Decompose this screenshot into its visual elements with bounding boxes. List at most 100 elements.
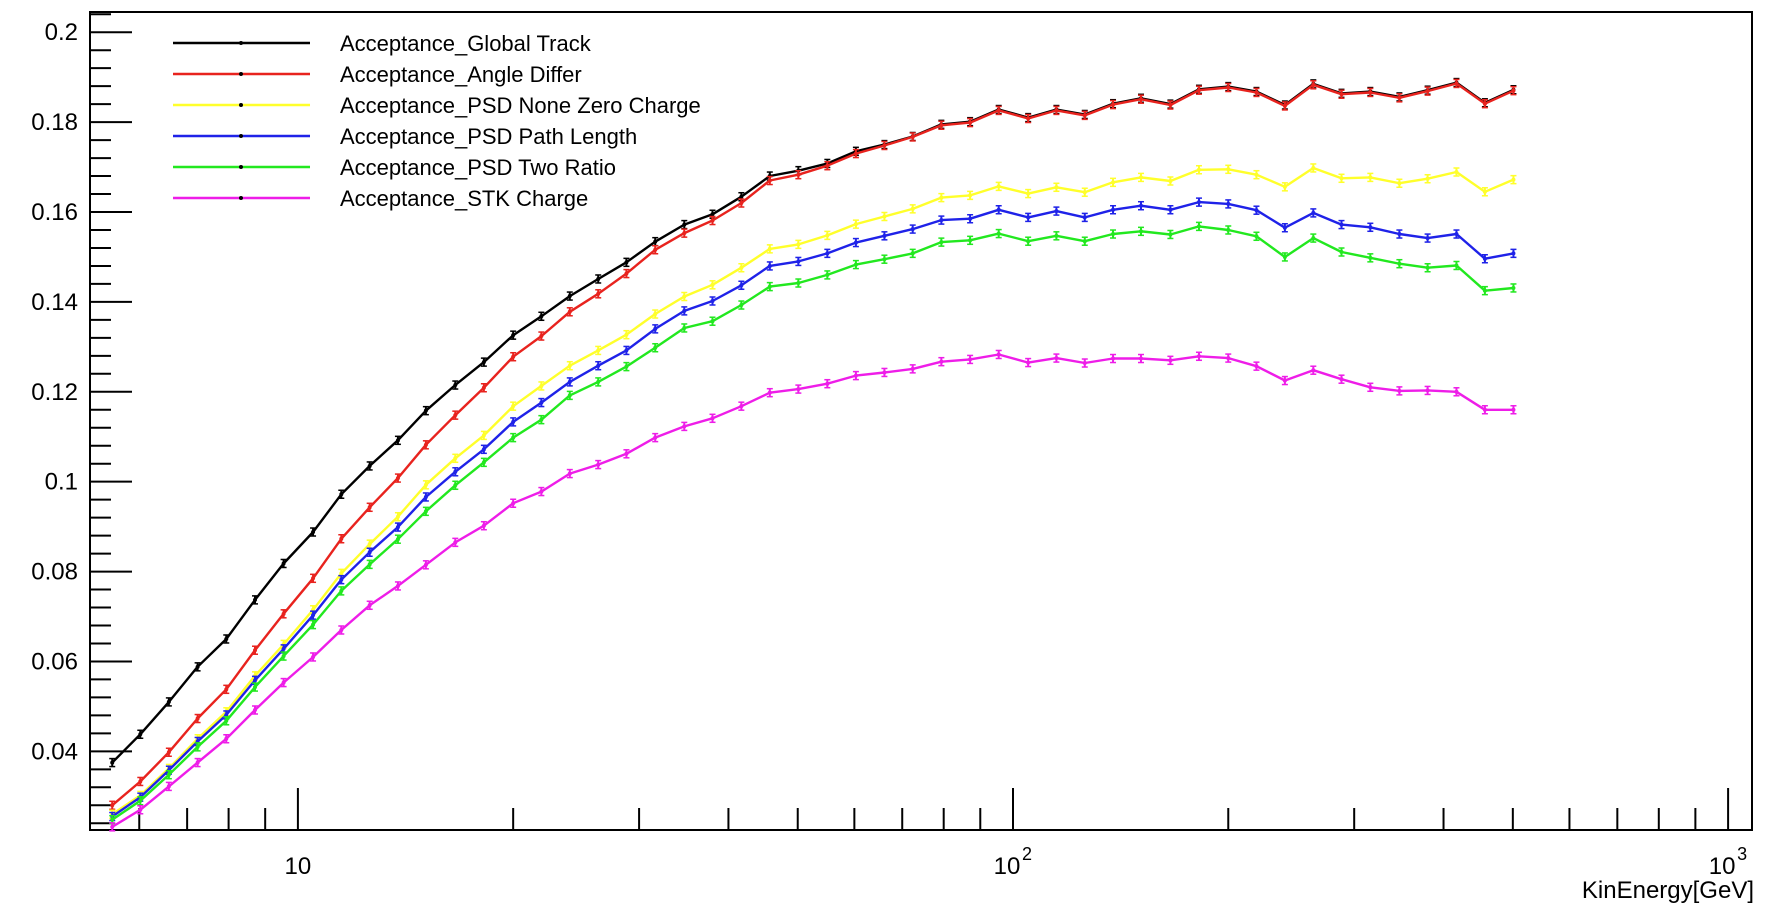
point-marker	[511, 435, 516, 440]
data-point	[995, 205, 1002, 215]
data-point	[1310, 80, 1317, 90]
point-marker	[596, 291, 601, 296]
point-marker	[767, 178, 772, 183]
data-point	[1167, 229, 1174, 240]
data-point	[1338, 247, 1345, 257]
data-point	[995, 105, 1002, 116]
point-marker	[1397, 388, 1402, 393]
point-marker	[853, 240, 858, 245]
data-point	[909, 248, 916, 259]
point-marker	[110, 760, 115, 765]
data-point	[652, 432, 659, 443]
data-point	[1137, 172, 1144, 183]
point-marker	[1111, 180, 1116, 185]
data-point	[1081, 110, 1088, 121]
point-marker	[767, 390, 772, 395]
point-marker	[1026, 191, 1031, 196]
point-marker	[339, 492, 344, 497]
point-marker	[1026, 116, 1031, 121]
data-point	[909, 204, 916, 214]
data-point	[194, 713, 201, 724]
data-point	[566, 377, 573, 387]
data-point	[1053, 105, 1060, 116]
data-point	[165, 747, 172, 757]
data-point	[137, 796, 144, 806]
data-point	[366, 600, 373, 611]
data-point	[766, 261, 773, 271]
data-point	[595, 459, 602, 470]
point-marker	[138, 798, 143, 803]
point-marker	[453, 483, 458, 488]
point-marker	[939, 218, 944, 223]
point-marker	[1254, 208, 1259, 213]
data-point	[1424, 86, 1431, 96]
data-point	[852, 148, 859, 159]
point-marker	[166, 772, 171, 777]
data-point	[366, 461, 373, 471]
point-marker	[682, 222, 687, 227]
point-marker	[1138, 229, 1143, 234]
point-marker	[1397, 95, 1402, 100]
data-point	[995, 181, 1002, 192]
data-point	[709, 316, 716, 326]
point-marker	[1482, 407, 1487, 412]
point-marker	[138, 779, 143, 784]
point-marker	[1339, 176, 1344, 181]
data-point	[366, 559, 373, 570]
point-marker	[453, 540, 458, 545]
data-point	[1424, 385, 1431, 396]
point-marker	[653, 239, 658, 244]
point-marker	[796, 387, 801, 392]
data-point	[1225, 82, 1232, 93]
data-point	[394, 581, 401, 591]
point-marker	[1511, 177, 1516, 182]
data-point	[652, 324, 659, 334]
point-marker	[968, 120, 973, 125]
x-tick-label: 10 2	[994, 844, 1032, 880]
data-point	[1110, 229, 1117, 239]
point-marker	[281, 561, 286, 566]
data-point	[480, 357, 487, 367]
data-point	[824, 248, 831, 259]
point-marker	[311, 613, 316, 618]
point-marker	[339, 588, 344, 593]
data-point	[338, 574, 345, 585]
data-point	[480, 444, 487, 455]
point-marker	[624, 348, 629, 353]
data-point	[766, 244, 773, 254]
point-marker	[311, 530, 316, 535]
data-point	[967, 190, 974, 201]
data-point	[1481, 285, 1488, 296]
series-acceptance-global-track	[109, 77, 1517, 768]
point-marker	[653, 247, 658, 252]
point-marker	[910, 206, 915, 211]
point-marker	[1082, 361, 1087, 366]
point-marker	[596, 276, 601, 281]
legend-label: Acceptance_STK Charge	[340, 186, 588, 211]
point-marker	[1138, 356, 1143, 361]
data-point	[623, 257, 630, 268]
point-marker	[1082, 190, 1087, 195]
data-point	[310, 610, 317, 620]
point-marker	[1454, 232, 1459, 237]
point-marker	[1397, 181, 1402, 186]
data-point	[310, 652, 317, 662]
point-marker	[710, 212, 715, 217]
point-marker	[395, 438, 400, 443]
data-point	[538, 331, 545, 341]
data-point	[1253, 205, 1260, 215]
point-marker	[1511, 88, 1516, 93]
data-point	[1225, 225, 1232, 235]
point-marker	[653, 435, 658, 440]
data-point	[394, 473, 401, 483]
data-point	[538, 381, 545, 391]
point-marker	[253, 648, 258, 653]
data-point	[137, 729, 144, 740]
data-point	[480, 382, 487, 393]
point-marker	[166, 699, 171, 704]
point-marker	[910, 227, 915, 232]
point-marker	[910, 251, 915, 256]
legend-label: Acceptance_Global Track	[340, 31, 592, 56]
data-point	[681, 291, 688, 302]
